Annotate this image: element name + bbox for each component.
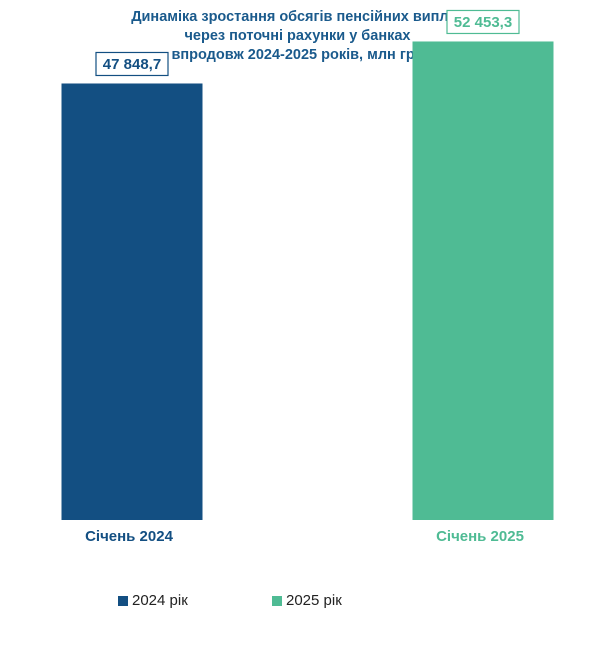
chart-title-line-1: Динаміка зростання обсягів пенсійних вип…	[131, 9, 464, 25]
bar-1	[61, 83, 203, 521]
legend: 2024 рік 2025 рік	[0, 592, 595, 616]
data-label-box-2	[446, 9, 520, 35]
legend-swatch-2024	[118, 595, 128, 606]
category-label-1: Січень 2024	[85, 528, 174, 545]
chart-title-line-2: через поточні рахунки у банках	[184, 28, 411, 44]
data-label-1: 47 848,7	[103, 56, 161, 73]
legend-item-2024: 2024 рік	[118, 592, 188, 609]
legend-swatch-2025	[272, 595, 282, 606]
data-label-box-1	[95, 51, 169, 77]
data-label-2: 52 453,3	[454, 14, 512, 31]
bar-chart: 47 848,7 Січень 2024 52 453,3 Січень 2025	[61, 9, 554, 545]
chart-title: Динаміка зростання обсягів пенсійних вип…	[0, 8, 595, 65]
category-label-2: Січень 2025	[436, 528, 524, 545]
legend-label-2025: 2025 рік	[286, 592, 342, 609]
chart-title-line-3: впродовж 2024-2025 років, млн грн	[171, 47, 424, 63]
legend-label-2024: 2024 рік	[132, 592, 188, 609]
legend-item-2025: 2025 рік	[272, 592, 342, 609]
bar-2	[412, 41, 554, 520]
